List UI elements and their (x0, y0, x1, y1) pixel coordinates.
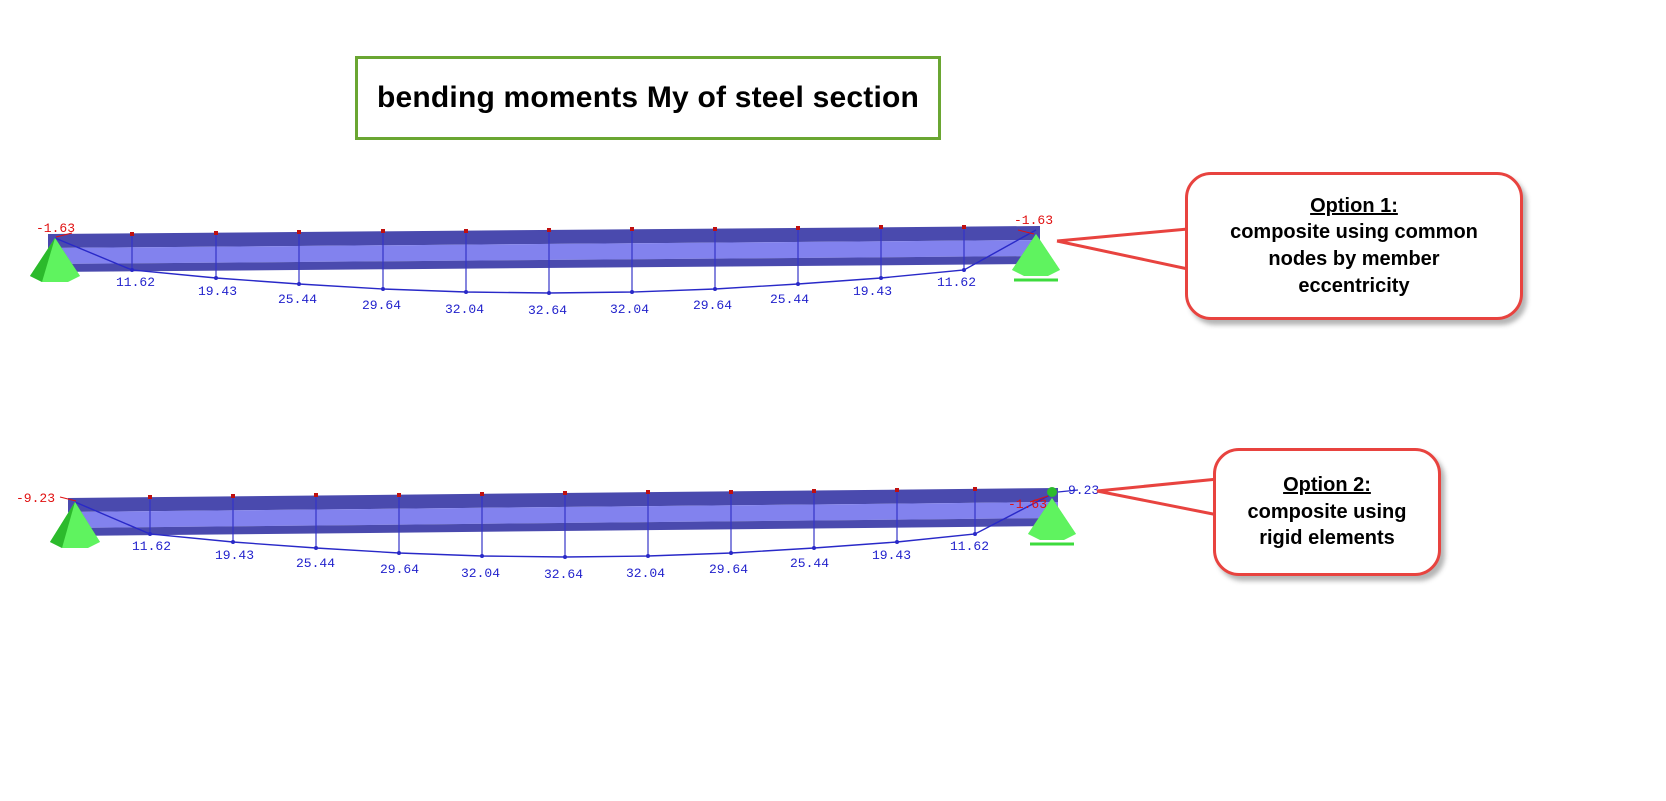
beam-diagram-option-1: -1.63 -1.63 11.62 19.43 25.44 29.64 32.0… (0, 190, 1120, 320)
beam-top-flange (48, 226, 1040, 248)
beam-2-value-label: 11.62 (950, 539, 989, 554)
beam-1-value-label: 25.44 (770, 292, 809, 307)
callout-1-line: composite using common (1230, 221, 1478, 244)
node-circle (1047, 487, 1057, 497)
beam-2-value-label: 32.04 (461, 566, 500, 581)
beam-1-value-label: 29.64 (693, 298, 732, 313)
callout-2-line: rigid elements (1259, 527, 1395, 550)
beam-2-value-label: 32.04 (626, 566, 665, 581)
callout-2-line: composite using (1247, 500, 1407, 523)
blue-leader (1057, 489, 1079, 493)
callout-1-line: nodes by member (1268, 248, 1440, 270)
moment-ordinates (149, 489, 976, 557)
beam-1-value-label: 19.43 (198, 284, 237, 299)
beam-1-left-end-label: -1.63 (36, 221, 75, 236)
beam-1-svg: -1.63 -1.63 11.62 19.43 25.44 29.64 32.0… (30, 213, 1060, 318)
beam-2-value-label: 19.43 (215, 548, 254, 563)
beam-2-value-label: 19.43 (872, 548, 911, 563)
beam-2-left-end-label: -9.23 (16, 491, 55, 506)
beam-2-value-label: 29.64 (709, 562, 748, 577)
beam-2-svg: -9.23 -1.63 9.23 11.62 19.43 25.44 29.64… (16, 483, 1099, 582)
support-left (50, 502, 100, 548)
beam-diagram-option-2: -9.23 -1.63 9.23 11.62 19.43 25.44 29.64… (0, 450, 1140, 590)
beam-bottom-flange (48, 256, 1040, 272)
beam-1-value-label: 11.62 (937, 275, 976, 290)
beam-1-value-label: 32.64 (528, 303, 567, 318)
callout-option-2: Option 2: composite using rigid elements (1213, 448, 1441, 576)
title-box: bending moments My of steel section (355, 56, 941, 140)
callout-1-line: eccentricity (1298, 274, 1410, 297)
beam-2-value-label: 29.64 (380, 562, 419, 577)
beam-1-value-label: 29.64 (362, 298, 401, 313)
support-left (30, 238, 80, 282)
beam-1-value-label: 32.04 (610, 302, 649, 317)
beam-1-value-label: 25.44 (278, 292, 317, 307)
beam-2-value-label: 11.62 (132, 539, 171, 554)
callout-2-heading: Option 2: (1283, 474, 1371, 497)
beam-2-right-inner-label: -1.63 (1008, 497, 1047, 512)
moment-nodes (130, 268, 966, 295)
beam-2-value-label: 25.44 (790, 556, 829, 571)
beam-1-right-end-label: -1.63 (1014, 213, 1053, 228)
beam-1-value-label: 11.62 (116, 275, 155, 290)
moment-ordinates (131, 227, 965, 293)
beam-2-right-outer-label: 9.23 (1068, 483, 1099, 498)
end-leaders (59, 495, 1049, 503)
beam-2-value-label: 25.44 (296, 556, 335, 571)
end-leaders (55, 229, 1035, 238)
support-right (1012, 234, 1060, 282)
callout-option-1: Option 1: composite using common nodes b… (1185, 172, 1523, 320)
node-markers (130, 225, 966, 236)
node-markers (148, 487, 977, 499)
callout-1-heading: Option 1: (1310, 194, 1398, 217)
moment-nodes (148, 532, 977, 559)
beam-2-value-label: 32.64 (544, 567, 583, 582)
beam-1-value-label: 19.43 (853, 284, 892, 299)
beam-1-value-label: 32.04 (445, 302, 484, 317)
page-title: bending moments My of steel section (376, 81, 920, 114)
support-right (1028, 487, 1076, 546)
